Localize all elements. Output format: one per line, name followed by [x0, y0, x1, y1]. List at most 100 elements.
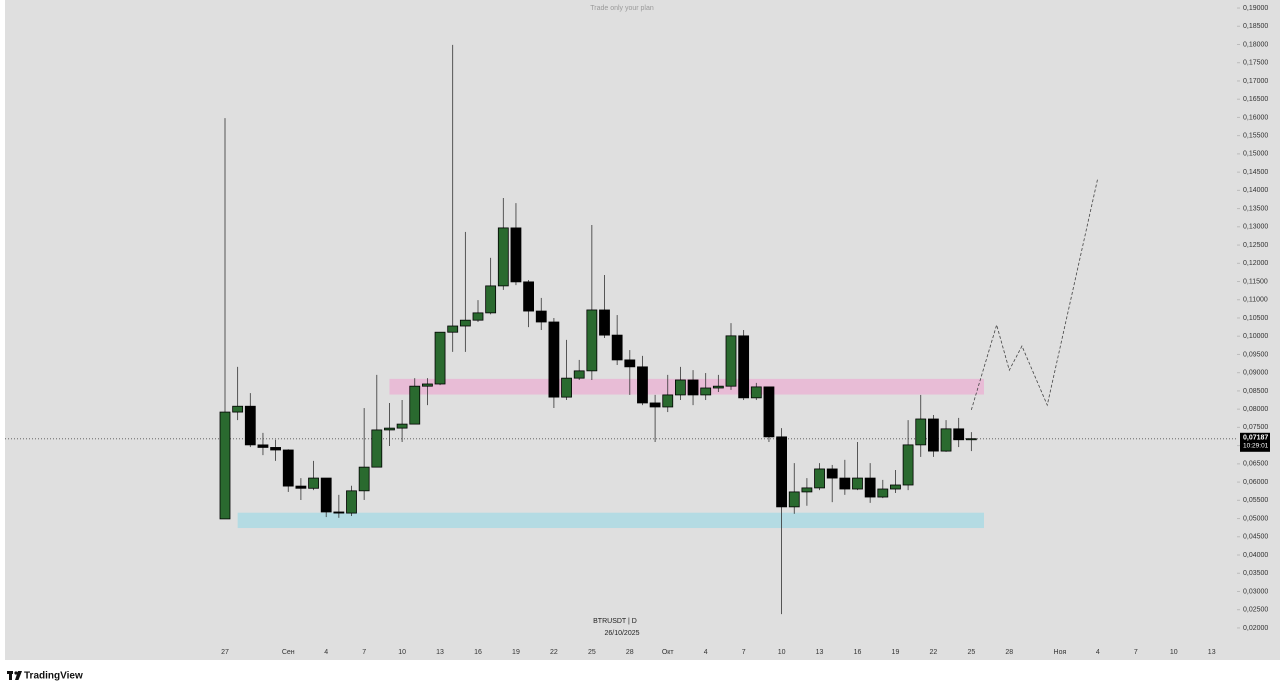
candle-body: [384, 427, 395, 431]
y-tick-label: 0,11500: [1243, 278, 1268, 285]
candle-body: [624, 359, 636, 368]
candle-body: [890, 484, 901, 490]
x-tick-label: 13: [436, 649, 444, 656]
candle-body: [510, 227, 522, 283]
y-tick-label: 0,05000: [1243, 515, 1268, 522]
candle-body: [915, 418, 927, 446]
candle-body: [358, 466, 370, 492]
y-tick-label: 0,13000: [1243, 224, 1268, 231]
y-tick-label: 0,14000: [1243, 187, 1268, 194]
candle-body: [814, 468, 825, 489]
y-tick-label: 0,11000: [1243, 297, 1268, 304]
candle-body: [434, 331, 446, 385]
candle-body: [244, 405, 256, 446]
candle-body: [738, 335, 750, 399]
candle-body: [548, 321, 560, 398]
candle-body: [826, 468, 838, 479]
chart-title: Trade only your plan: [590, 5, 654, 12]
candle-body: [649, 402, 661, 408]
y-tick-label: 0,12500: [1243, 242, 1268, 249]
logo-shape: [14, 671, 18, 675]
y-tick-label: 0,06000: [1243, 479, 1268, 486]
candle-body: [712, 385, 724, 389]
x-tick-label: 16: [854, 649, 862, 656]
candle-body: [763, 386, 775, 438]
x-tick-label: 7: [362, 649, 366, 656]
y-tick-label: 0,09500: [1243, 351, 1268, 358]
y-tick-label: 0,15000: [1243, 151, 1268, 158]
candle-body: [637, 366, 648, 404]
candle-body: [852, 477, 863, 490]
x-tick-label: 22: [550, 649, 558, 656]
candle-body: [459, 319, 471, 327]
x-tick-label: 19: [512, 649, 520, 656]
y-tick-label: 0,16500: [1243, 96, 1268, 103]
y-tick-label: 0,03000: [1243, 588, 1268, 595]
symbol: BTRUSDT | D: [593, 618, 637, 625]
candle-body: [396, 423, 408, 429]
zone: [237, 512, 984, 529]
candle-body: [219, 411, 231, 520]
candle-body: [371, 429, 383, 468]
x-tick-label: 10: [398, 649, 406, 656]
candle-body: [257, 444, 269, 448]
x-tick-label: 7: [1134, 649, 1138, 656]
candle-body: [611, 334, 623, 361]
candle-body: [472, 312, 484, 321]
x-tick-label: 13: [816, 649, 824, 656]
candle-body: [282, 449, 294, 487]
y-tick-label: 0,10000: [1243, 333, 1268, 340]
candle-body: [864, 477, 876, 498]
candle-body: [953, 428, 965, 441]
y-tick-label: 0,12000: [1243, 260, 1268, 267]
y-tick-label: 0,17000: [1243, 78, 1268, 85]
x-tick-label: 10: [1170, 649, 1178, 656]
y-tick-label: 0,13500: [1243, 205, 1268, 212]
logo: TradingView: [7, 671, 83, 682]
candle-body: [346, 490, 357, 514]
candle-body: [308, 477, 319, 489]
logo-shape: [15, 671, 22, 680]
y-tick-label: 0,07500: [1243, 424, 1268, 431]
y-tick-label: 0,03500: [1243, 570, 1268, 577]
x-tick-label: Ноя: [1054, 649, 1067, 656]
y-tick-label: 0,02000: [1243, 625, 1268, 632]
candle-body: [801, 487, 813, 493]
candle-body: [662, 394, 674, 408]
x-tick-label: 4: [704, 649, 708, 656]
x-tick-label: 7: [742, 649, 746, 656]
brand: TradingView: [24, 671, 83, 682]
price-label-box: [1240, 432, 1270, 452]
y-tick-label: 0,15500: [1243, 132, 1268, 139]
candle-body: [409, 385, 421, 425]
candle-body: [839, 477, 851, 490]
y-tick-label: 0,04500: [1243, 534, 1268, 541]
countdown: 10:29:01: [1243, 443, 1269, 450]
candle-body: [232, 405, 244, 413]
y-tick-label: 0,18500: [1243, 23, 1268, 30]
date: 26/10/2025: [604, 630, 639, 637]
x-tick-label: 28: [1005, 649, 1013, 656]
y-tick-label: 0,18000: [1243, 41, 1268, 48]
candle-body: [586, 309, 598, 372]
candle-body: [687, 379, 699, 396]
x-tick-label: 4: [324, 649, 328, 656]
chart-background: [5, 0, 1280, 660]
candle-body: [320, 477, 332, 513]
x-tick-label: Сен: [282, 649, 295, 656]
x-tick-label: 19: [892, 649, 900, 656]
candle-body: [497, 227, 509, 287]
x-tick-label: 25: [967, 649, 975, 656]
x-tick-label: 27: [221, 649, 229, 656]
candle-body: [561, 377, 572, 398]
candle-body: [902, 444, 914, 486]
candle-body: [333, 511, 345, 514]
candle-body: [928, 418, 939, 452]
logo-shape: [9, 671, 12, 680]
candle-body: [535, 310, 547, 323]
candle-body: [965, 438, 977, 441]
candle-body: [421, 383, 433, 387]
candle-body: [675, 379, 686, 396]
y-tick-label: 0,16000: [1243, 114, 1268, 121]
